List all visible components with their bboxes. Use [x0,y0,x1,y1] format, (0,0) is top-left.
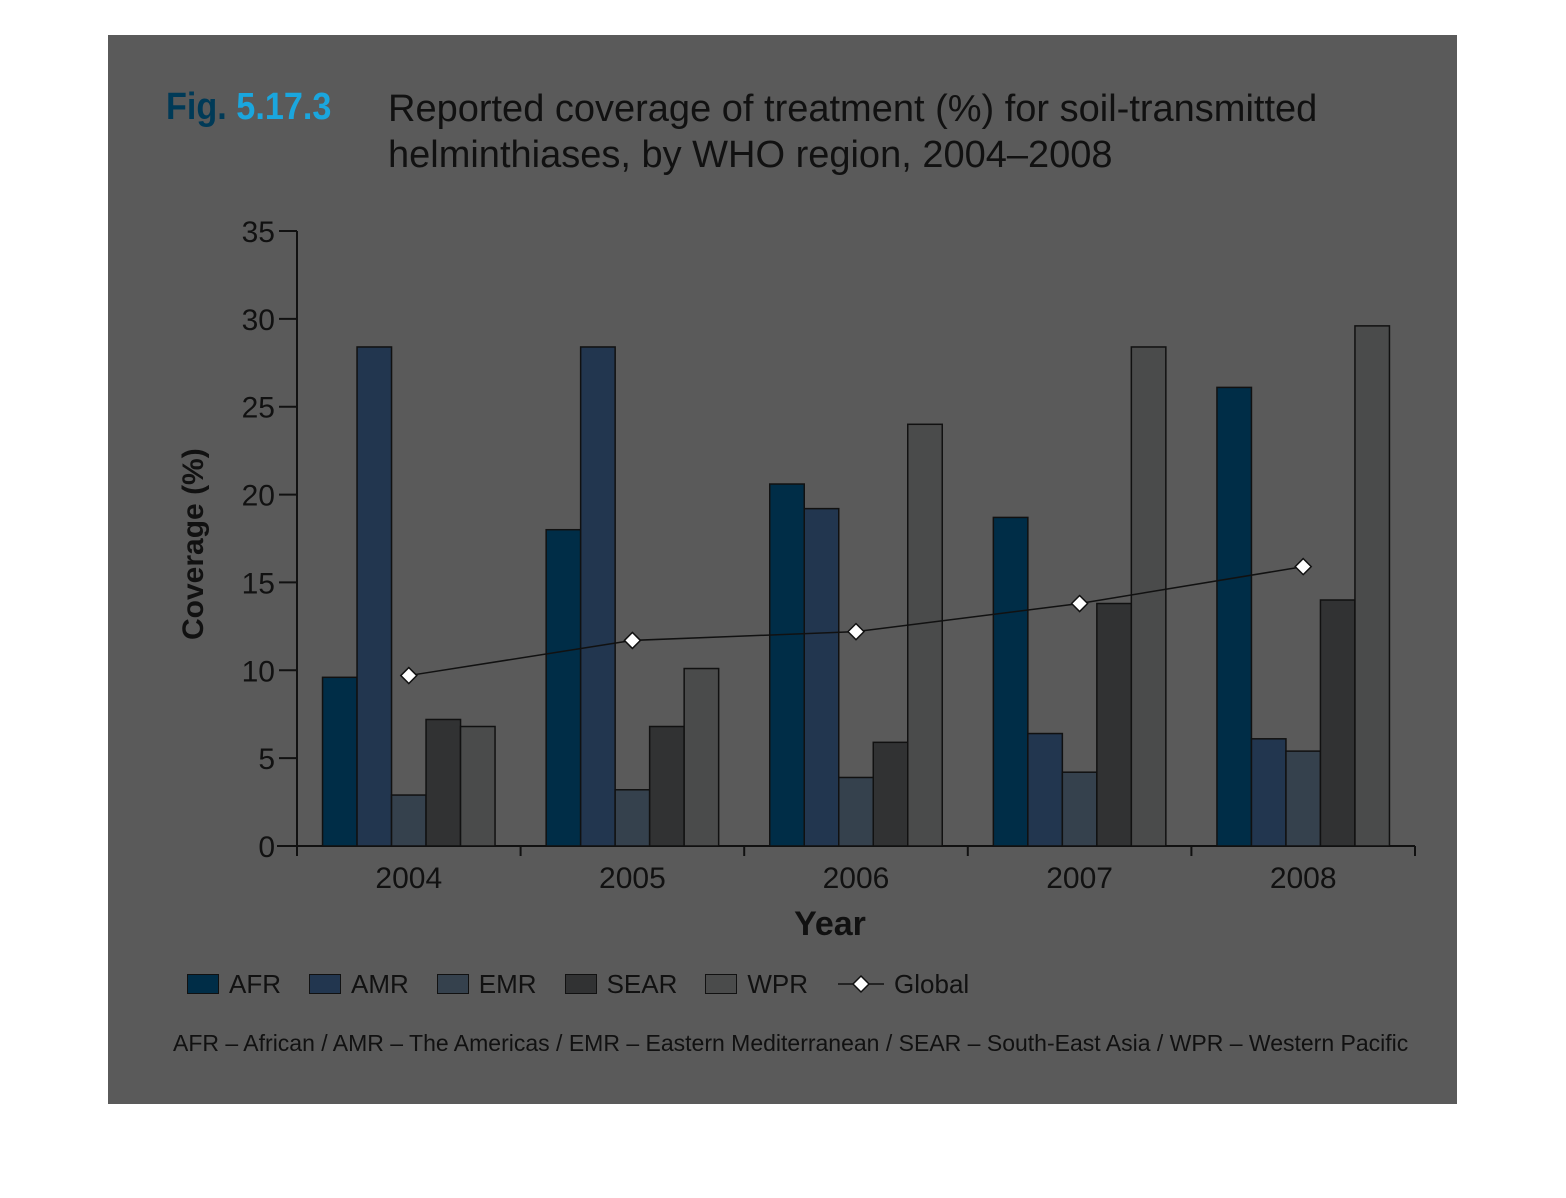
global-point-2007 [1070,594,1089,613]
y-tick-label: 5 [258,743,275,776]
figure-label-number: 5.17.3 [236,86,332,128]
bar-amr-2004 [356,346,393,847]
bar-wpr-2008 [1354,325,1391,847]
legend-label: Global [894,968,970,999]
bar-sear-2004 [425,718,462,847]
y-tick-label: 10 [242,655,275,688]
x-axis-label-row: Year [0,905,1566,944]
legend-label: WPR [747,968,809,999]
legend-label: AFR [229,968,281,999]
global-point-2004 [399,666,418,685]
figure-label: Fig. 5.17.3 [166,86,331,129]
bar-wpr-2006 [907,423,943,847]
y-axis-label: Coverage (%) [177,448,210,640]
x-tick-label: 2005 [599,862,666,895]
bar-amr-2008 [1250,738,1287,847]
legend-label: AMR [351,968,409,999]
legend-swatch [564,974,597,994]
global-point-2005 [623,631,642,650]
x-tick-label: 2004 [375,862,442,895]
bar-wpr-2007 [1130,346,1167,847]
bar-afr-2007 [992,516,1029,847]
y-tick-label: 0 [258,831,275,864]
bar-afr-2004 [321,676,358,847]
y-tick-label: 25 [242,392,275,425]
bar-sear-2005 [648,725,685,847]
y-tick-label: 15 [242,567,275,600]
title-line-1: Reported coverage of treatment (%) for s… [388,88,1318,130]
bar-afr-2006 [769,483,805,847]
bar-emr-2007 [1061,771,1098,847]
legend-swatch [705,974,738,994]
legend-label: SEAR [606,968,678,999]
legend-item-amr: AMR [309,969,409,1000]
bar-sear-2006 [872,741,909,847]
legend-item-wpr: WPR [705,969,808,1000]
legend-item-afr: AFR [187,969,281,1000]
bar-amr-2005 [579,346,616,847]
legend-line-marker-icon [838,974,885,994]
y-tick-label: 20 [242,480,275,513]
bar-sear-2008 [1319,599,1356,847]
legend-swatch [436,974,469,994]
bar-afr-2008 [1216,386,1253,847]
x-tick-label: 2006 [823,862,890,895]
title-line-2: helminthiases, by WHO region, 2004–2008 [388,134,1113,176]
bar-sear-2007 [1096,602,1133,847]
bar-emr-2004 [390,794,427,847]
bar-emr-2008 [1285,750,1322,847]
figure-title-text: Reported coverage of treatment (%) for s… [388,86,1388,178]
x-tick-label: 2008 [1270,862,1337,895]
y-tick-label: 30 [242,304,275,337]
bar-amr-2006 [803,507,840,847]
global-point-2008 [1294,557,1313,576]
x-tick-label: 2007 [1046,862,1113,895]
global-point-2006 [846,622,866,641]
y-tick-label: 35 [242,216,275,249]
chart-legend: AFR AMR EMR SEAR WPR Global [187,967,997,1001]
bar-emr-2006 [838,776,874,847]
figure-label-prefix: Fig. [166,86,227,128]
legend-label: EMR [478,968,537,999]
legend-swatch [187,974,219,994]
legend-item-sear: SEAR [564,968,678,1000]
global-line [408,565,1304,677]
legend-swatch [309,974,341,994]
bar-wpr-2005 [683,667,720,847]
bar-amr-2007 [1027,732,1064,847]
x-axis-label: Year [794,905,866,943]
legend-item-global: Global [836,969,969,1000]
bar-wpr-2004 [459,725,496,847]
bar-emr-2005 [614,789,651,847]
legend-item-emr: EMR [436,968,537,1000]
bar-afr-2005 [545,528,582,847]
figure-footnote: AFR – African / AMR – The Americas / EMR… [173,1030,1409,1056]
